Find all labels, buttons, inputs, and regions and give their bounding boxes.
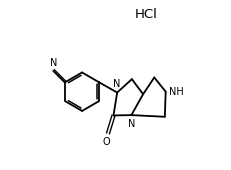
Text: N: N <box>50 58 57 67</box>
Text: HCl: HCl <box>135 8 158 21</box>
Text: O: O <box>103 137 110 147</box>
Text: N: N <box>128 119 135 129</box>
Text: N: N <box>113 79 120 89</box>
Text: NH: NH <box>169 87 184 97</box>
